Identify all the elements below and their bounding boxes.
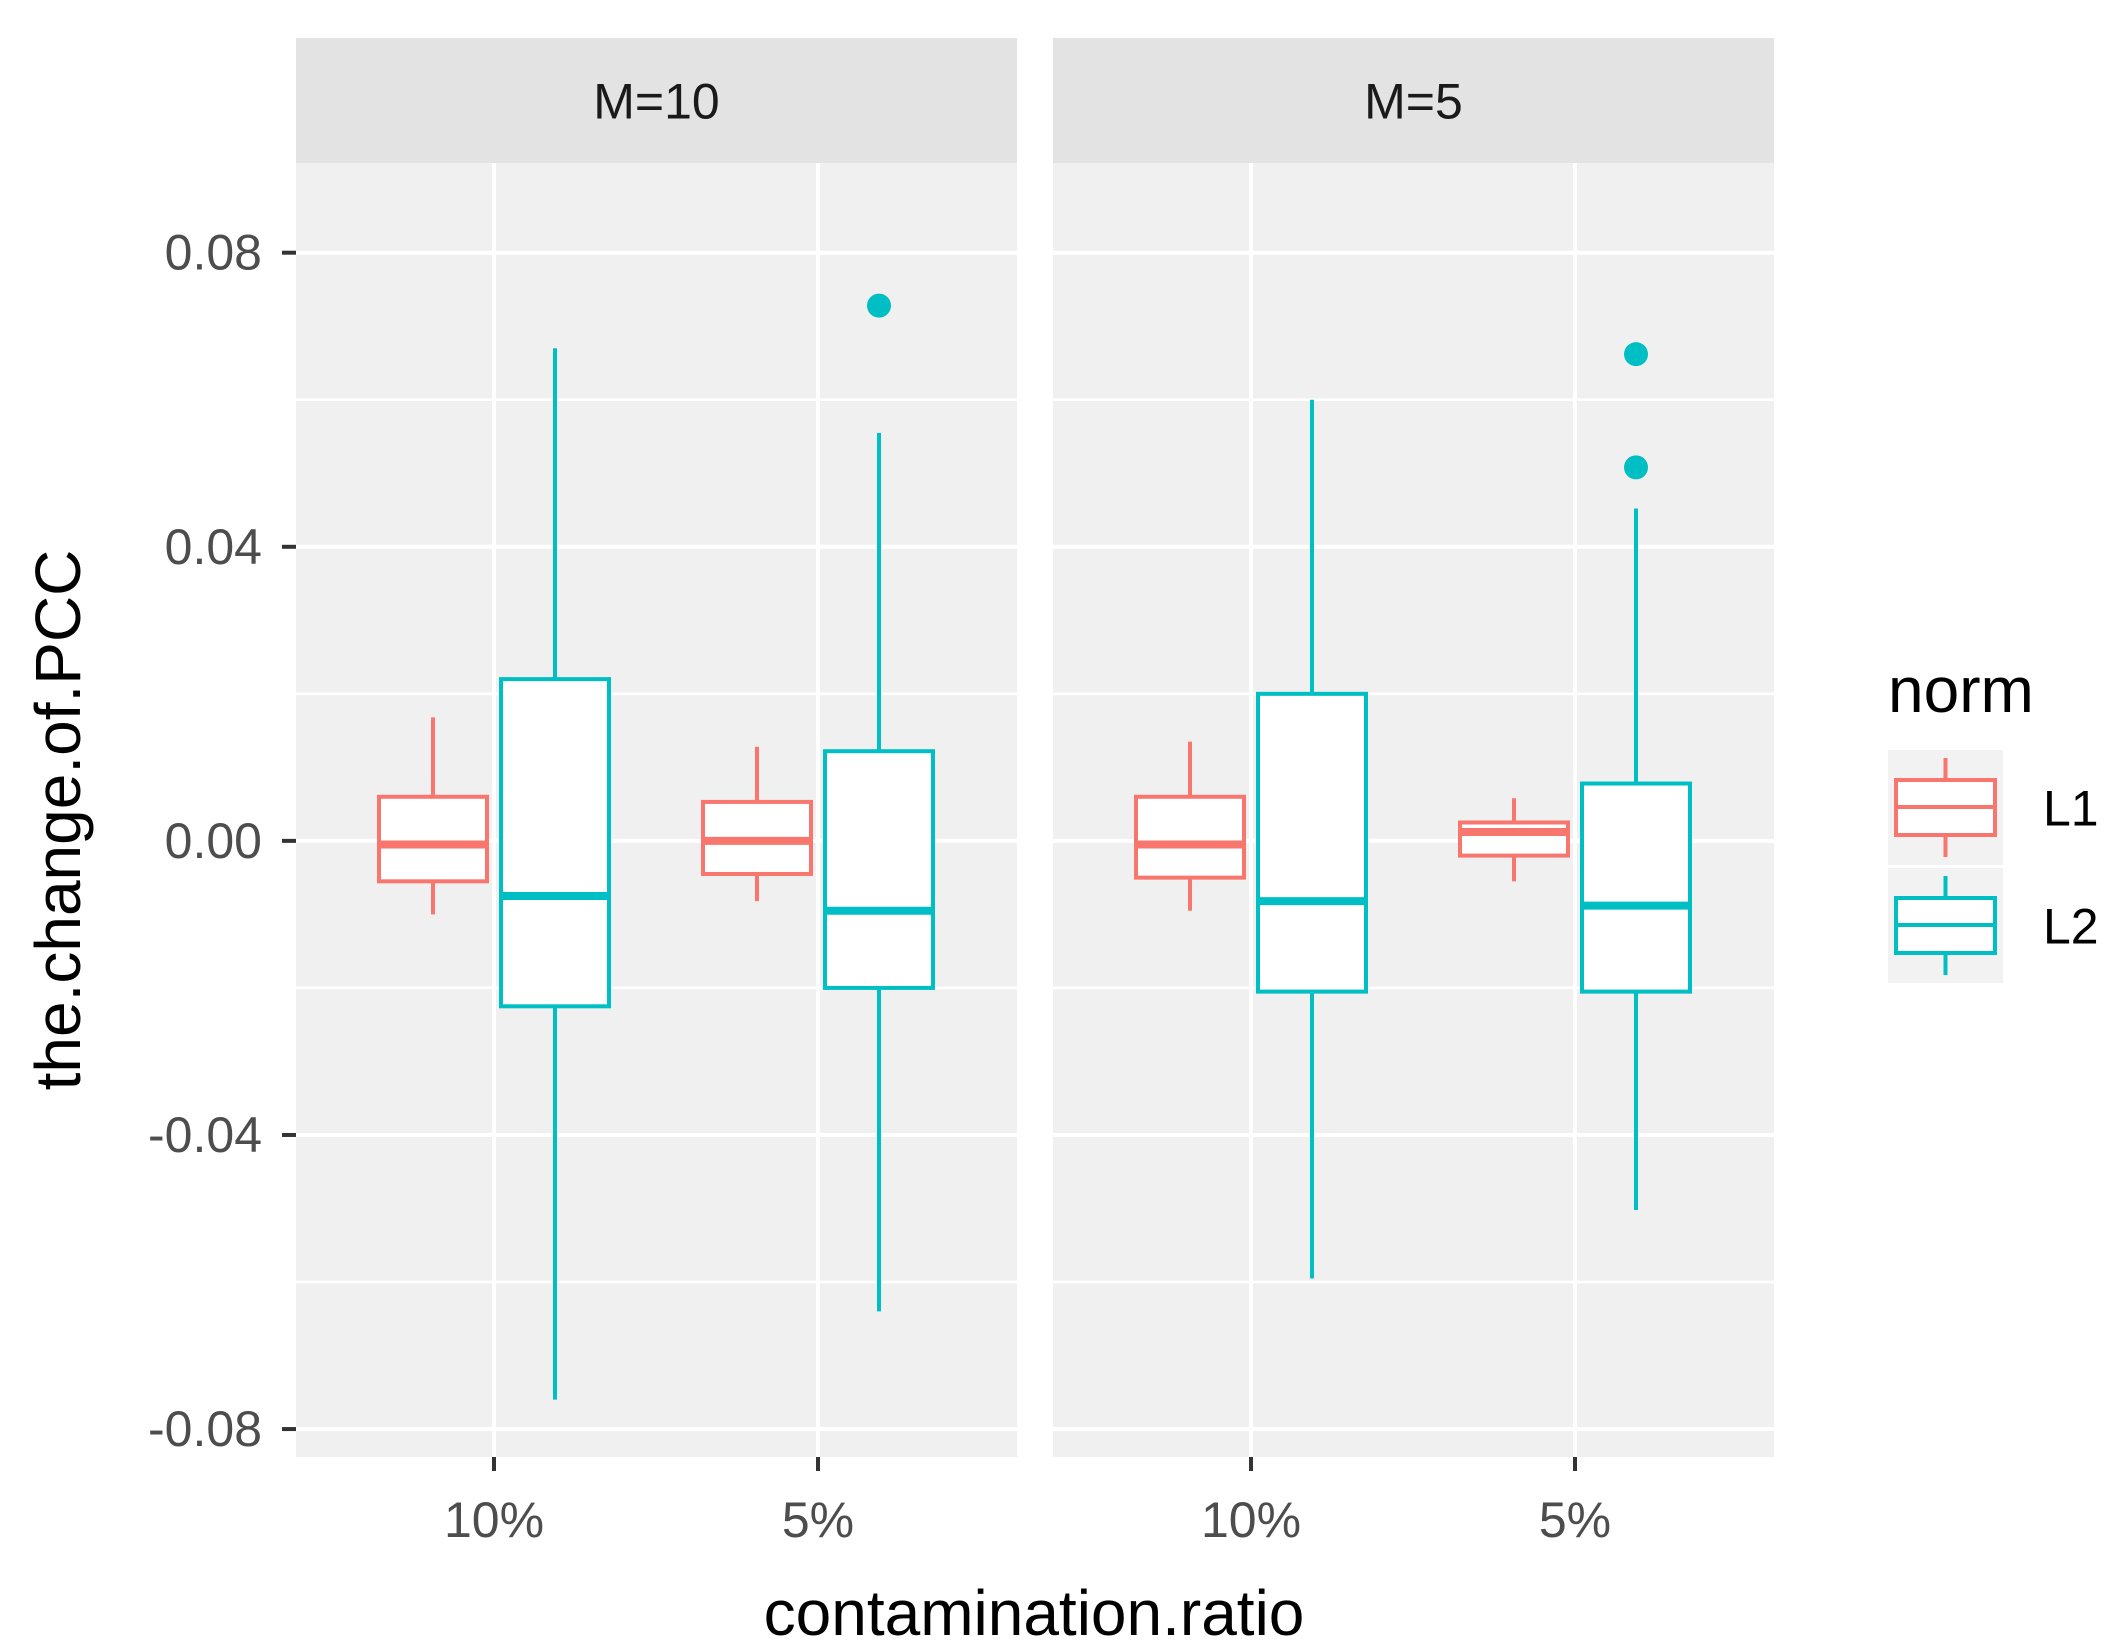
box-iqr [1580, 781, 1692, 994]
box-10%-L1 [377, 717, 489, 915]
facet-panels: M=10 M=5 [296, 38, 1774, 1457]
legend-title: norm [1888, 654, 2034, 726]
y-axis: -0.08 -0.04 0.00 0.04 0.08 [148, 225, 296, 1457]
facet-label: M=10 [593, 74, 719, 130]
box-iqr [1134, 794, 1246, 880]
facet-strip [296, 38, 1017, 163]
x-tick-label: 5% [782, 1492, 854, 1548]
facet-label: M=5 [1364, 74, 1463, 130]
y-tick-label: -0.04 [148, 1107, 262, 1163]
legend: norm L1 L2 [1888, 654, 2099, 983]
box-10%-L2 [499, 348, 611, 1400]
box-5%-L2 [1580, 342, 1692, 1210]
x-axis: 10% 5% 10% 5% [444, 1457, 1611, 1548]
legend-item-L2: L2 [1888, 868, 2099, 983]
box-iqr [499, 677, 611, 1009]
x-tick-label: 10% [1201, 1492, 1301, 1548]
outlier-point [1624, 455, 1648, 480]
box-10%-L1 [1134, 741, 1246, 911]
legend-item-L1: L1 [1888, 750, 2099, 865]
y-tick-label: 0.00 [165, 813, 262, 869]
x-tick-label: 10% [444, 1492, 544, 1548]
y-axis-title: the.change.of.PCC [22, 550, 94, 1091]
y-tick-label: 0.08 [165, 225, 262, 281]
box-5%-L1 [701, 746, 813, 902]
box-5%-L1 [1458, 798, 1570, 882]
legend-label: L2 [2043, 899, 2099, 955]
facet-strip [1053, 38, 1774, 163]
x-tick-label: 5% [1539, 1492, 1611, 1548]
outlier-point [867, 293, 891, 318]
box-iqr [823, 749, 935, 990]
facet-M=5: M=5 [1053, 38, 1774, 1457]
box-iqr [1256, 691, 1368, 994]
box-5%-L2 [823, 293, 935, 1312]
box-iqr [377, 794, 489, 884]
x-axis-title: contamination.ratio [764, 1577, 1305, 1649]
legend-label: L1 [2043, 781, 2099, 837]
y-tick-label: -0.08 [148, 1401, 262, 1457]
y-tick-label: 0.04 [165, 519, 262, 575]
outlier-point [1624, 342, 1648, 367]
box-iqr [1458, 820, 1570, 858]
facet-M=10: M=10 [296, 38, 1017, 1457]
box-10%-L2 [1256, 399, 1368, 1279]
